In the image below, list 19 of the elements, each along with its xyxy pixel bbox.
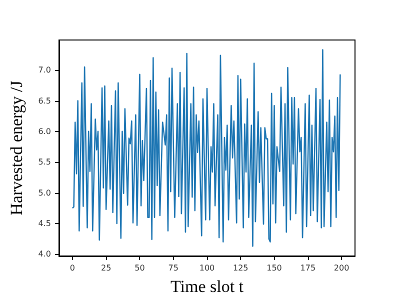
y-tick-label: 5.0	[38, 188, 51, 198]
y-tick-label: 5.5	[38, 158, 51, 167]
y-tick-label: 6.5	[38, 96, 51, 106]
x-tick-label: 0	[70, 264, 75, 272]
x-tick-label: 150	[266, 264, 282, 272]
y-tick-label: 6.0	[38, 126, 51, 136]
x-tick-label: 175	[300, 264, 316, 272]
y-tick-label: 7.0	[38, 66, 51, 75]
x-tick-label: 100	[199, 264, 215, 272]
x-tick-label: 25	[100, 264, 112, 272]
x-tick-label: 200	[334, 264, 350, 272]
y-axis-title: Harvested energy /J	[7, 80, 26, 216]
y-tick-label: 4.0	[38, 250, 51, 259]
x-axis-title: Time slot t	[170, 277, 244, 296]
x-tick-label: 125	[232, 264, 248, 272]
x-tick-label: 50	[134, 264, 145, 272]
x-tick-label: 75	[168, 264, 178, 272]
y-tick-label: 4.5	[38, 218, 51, 228]
line-series	[72, 49, 341, 247]
